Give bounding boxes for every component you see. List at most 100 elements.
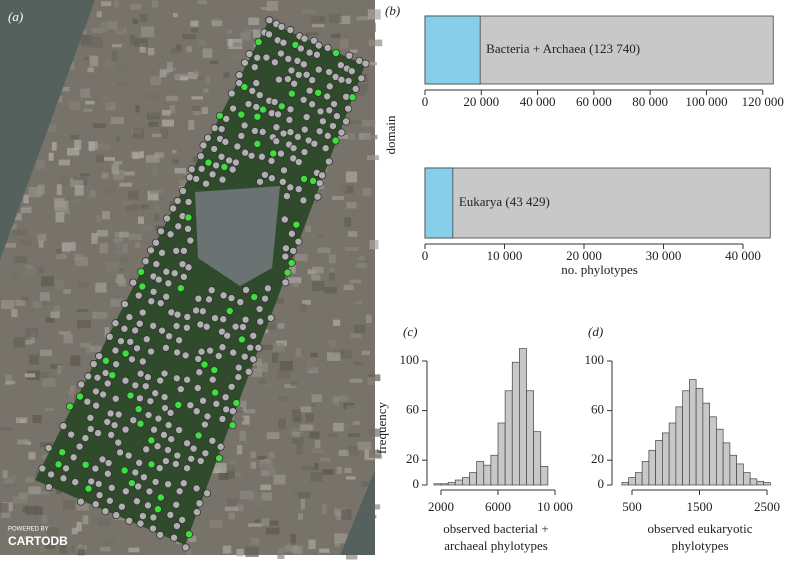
sample-point — [129, 278, 138, 287]
histogram-bar — [689, 379, 697, 486]
histogram-bar — [736, 463, 744, 486]
sample-point — [147, 297, 156, 306]
map-block — [368, 39, 383, 47]
map-block — [15, 213, 22, 221]
sample-point — [141, 257, 150, 266]
sample-point — [241, 315, 250, 324]
attribution: CARTODB — [8, 534, 68, 548]
histogram-bar — [504, 390, 513, 486]
map-block — [32, 263, 41, 268]
map-block — [75, 256, 89, 267]
sample-point — [299, 95, 308, 104]
sample-point — [202, 322, 211, 331]
sample-point — [47, 470, 56, 479]
sample-point — [281, 252, 290, 261]
map-block — [310, 199, 318, 205]
map-block — [71, 392, 78, 399]
map-block — [129, 34, 136, 46]
sample-point — [258, 127, 267, 136]
map-block — [133, 38, 148, 47]
map-block — [28, 451, 36, 460]
map-block — [0, 503, 9, 513]
sample-point — [83, 397, 92, 406]
map-block — [112, 44, 122, 48]
sample-point — [163, 214, 172, 223]
map-block — [201, 107, 208, 115]
map-block — [83, 108, 93, 112]
category-label: Eukarya (43 429) — [459, 194, 550, 209]
map-block — [59, 86, 70, 92]
sample-point — [256, 177, 265, 186]
map-block — [34, 220, 40, 230]
map-block — [42, 514, 48, 524]
sample-point — [103, 417, 112, 426]
sample-point — [154, 275, 163, 284]
sample-point — [287, 66, 296, 75]
sample-point — [314, 65, 323, 74]
sample-point — [183, 439, 192, 448]
sample-point — [347, 67, 356, 76]
map — [0, 0, 383, 560]
map-block — [346, 445, 360, 456]
histogram-bar — [695, 387, 704, 486]
sample-point — [336, 61, 345, 70]
map-block — [261, 518, 269, 527]
sample-point — [222, 114, 231, 123]
map-block — [63, 334, 73, 344]
histogram-bar — [533, 431, 542, 486]
sample-point — [299, 60, 308, 69]
map-block — [273, 474, 286, 485]
map-block — [53, 306, 61, 312]
map-block — [115, 278, 126, 287]
x-tick-label: 20 000 — [566, 248, 602, 263]
sample-point — [91, 464, 100, 473]
map-block — [236, 548, 244, 557]
map-block — [288, 277, 302, 284]
map-block — [39, 292, 50, 302]
map-block — [228, 512, 235, 520]
bar — [424, 15, 774, 85]
sample-point — [331, 48, 340, 57]
map-block — [95, 282, 107, 293]
map-block — [254, 519, 260, 523]
map-block — [269, 520, 279, 526]
map-block — [42, 378, 56, 388]
sample-point — [77, 380, 86, 389]
map-block — [268, 451, 275, 459]
map-block — [80, 173, 91, 177]
sample-point — [289, 154, 298, 163]
map-block — [44, 538, 56, 549]
sample-point — [227, 89, 236, 98]
sample-point — [261, 294, 270, 303]
map-block — [24, 535, 30, 540]
map-block — [113, 160, 123, 165]
sample-point — [160, 369, 169, 378]
sample-point — [269, 149, 278, 158]
map-block — [132, 19, 139, 25]
x-tick-label: 0 — [422, 94, 429, 109]
map-block — [305, 413, 315, 423]
sample-point — [160, 404, 169, 413]
map-block — [23, 268, 36, 277]
map-block — [346, 405, 361, 416]
sample-point — [105, 332, 114, 341]
histogram-bar — [749, 478, 758, 486]
map-block — [76, 521, 82, 532]
sample-point — [323, 92, 332, 101]
map-block — [70, 355, 81, 367]
map-block — [81, 29, 87, 35]
map-block — [100, 21, 108, 33]
sample-point — [196, 456, 205, 465]
sample-point — [151, 389, 160, 398]
sample-point — [146, 397, 155, 406]
map-block — [11, 309, 18, 317]
map-block — [211, 20, 223, 27]
sample-point — [260, 170, 269, 179]
x-tick-label: 10 000 — [537, 499, 573, 514]
sample-point — [103, 379, 112, 388]
sample-point — [156, 493, 165, 502]
map-block — [58, 159, 71, 166]
map-block — [3, 243, 16, 248]
sample-point — [241, 148, 250, 157]
map-block — [314, 463, 319, 470]
